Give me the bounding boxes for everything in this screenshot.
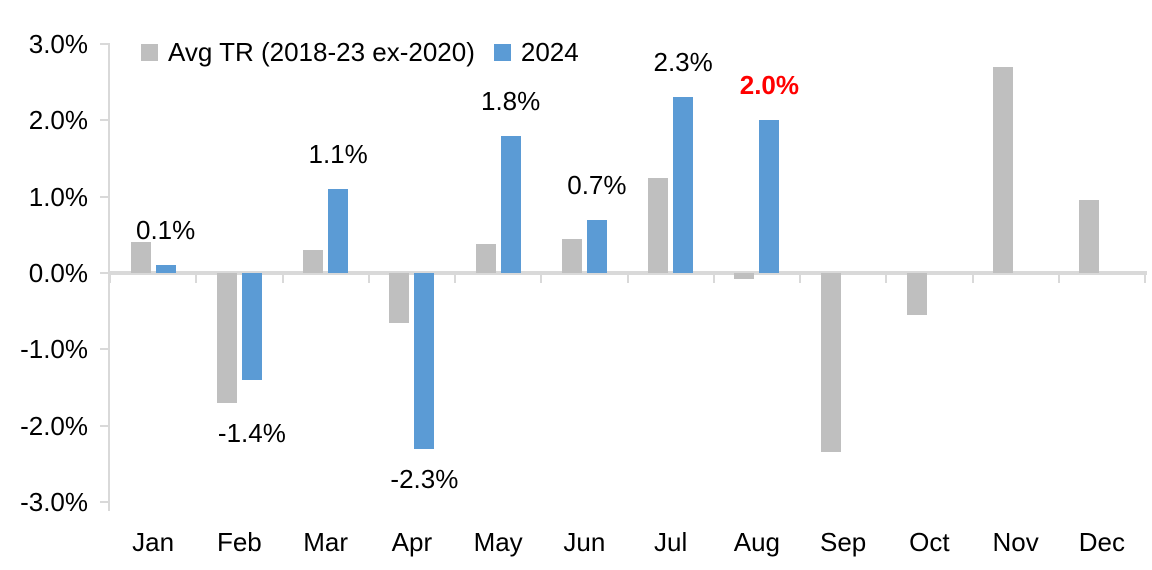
data-label-jun: 0.7% — [567, 169, 627, 200]
data-label-jan: 0.1% — [135, 215, 196, 246]
y-axis-tick — [100, 348, 110, 351]
data-label-apr: -2.3% — [390, 463, 459, 494]
data-label-may: 1.8% — [480, 85, 541, 116]
bar-avg-tr-2018-23-ex-2020-oct — [906, 273, 927, 315]
bar-2024-may — [500, 135, 521, 273]
bar-avg-tr-2018-23-ex-2020-jul — [648, 177, 669, 273]
bar-avg-tr-2018-23-ex-2020-sep — [820, 273, 841, 453]
bar-avg-tr-2018-23-ex-2020-apr — [389, 273, 410, 323]
bar-2024-apr — [414, 273, 435, 449]
bar-avg-tr-2018-23-ex-2020-jan — [130, 242, 151, 273]
x-axis-label-sep: Sep — [819, 527, 867, 557]
bar-2024-jan — [155, 265, 176, 273]
x-axis-label-mar: Mar — [303, 527, 349, 557]
legend-swatch-2024 — [493, 44, 511, 61]
bar-avg-tr-2018-23-ex-2020-mar — [303, 250, 324, 273]
x-axis-tick — [1057, 273, 1060, 283]
bar-avg-tr-2018-23-ex-2020-nov — [993, 66, 1014, 273]
bar-avg-tr-2018-23-ex-2020-may — [475, 243, 496, 273]
bar-2024-feb — [241, 273, 262, 380]
y-axis-tick — [100, 43, 110, 45]
x-axis-tick — [367, 273, 370, 283]
y-axis-tick-label: 2.0% — [28, 105, 88, 136]
x-axis-label-jul: Jul — [654, 527, 688, 557]
x-axis-label-jan: Jan — [132, 527, 175, 557]
bar-2024-jun — [586, 219, 607, 273]
x-axis-tick — [281, 273, 284, 283]
legend-item-avg-tr: Avg TR (2018-23 ex-2020) — [141, 37, 475, 68]
x-axis-tick — [885, 273, 888, 283]
data-label-jul: 2.3% — [653, 47, 713, 78]
y-axis-tick — [100, 195, 110, 198]
x-axis-tick — [799, 273, 801, 283]
y-axis-tick — [100, 119, 110, 122]
x-axis-tick — [1144, 273, 1146, 283]
data-label-aug: 2.0% — [739, 70, 800, 101]
x-axis-label-jun: Jun — [563, 527, 606, 557]
x-axis-tick — [454, 273, 456, 283]
x-axis-tick — [712, 273, 715, 283]
x-axis-label-nov: Nov — [992, 527, 1039, 557]
x-axis-label-may: May — [473, 527, 523, 557]
x-axis-tick — [195, 273, 198, 283]
y-axis-tick — [100, 500, 110, 503]
y-axis-tick — [100, 424, 110, 427]
x-axis-label-oct: Oct — [909, 527, 950, 557]
chart-legend: Avg TR (2018-23 ex-2020) 2024 — [141, 37, 579, 68]
x-axis-label-dec: Dec — [1078, 527, 1125, 557]
data-label-feb: -1.4% — [217, 417, 286, 448]
y-axis-tick-label: 1.0% — [28, 181, 88, 212]
bar-2024-aug — [759, 120, 780, 273]
bar-avg-tr-2018-23-ex-2020-feb — [216, 273, 237, 403]
legend-swatch-avg-tr — [141, 44, 158, 61]
bar-2024-mar — [328, 189, 349, 273]
y-axis-tick-label: 0.0% — [28, 258, 88, 288]
bar-2024-jul — [673, 97, 694, 273]
y-axis-tick-label: 3.0% — [28, 29, 88, 59]
x-axis-tick — [971, 273, 974, 283]
bar-avg-tr-2018-23-ex-2020-jun — [561, 238, 582, 273]
y-axis-tick-label: -1.0% — [20, 334, 88, 365]
y-axis-tick-label: -2.0% — [20, 410, 88, 441]
x-axis-tick — [626, 273, 629, 283]
y-axis-tick-label: -3.0% — [20, 486, 88, 517]
data-label-mar: 1.1% — [308, 139, 368, 170]
x-axis-line — [110, 271, 1147, 275]
bar-avg-tr-2018-23-ex-2020-aug — [734, 273, 755, 280]
x-axis-label-feb: Feb — [216, 527, 262, 557]
legend-label-avg-tr: Avg TR (2018-23 ex-2020) — [168, 37, 475, 67]
x-axis-tick — [540, 273, 543, 283]
y-axis-tick — [100, 272, 110, 274]
legend-label-2024: 2024 — [520, 37, 579, 67]
legend-item-2024: 2024 — [493, 37, 579, 68]
x-axis-tick — [109, 273, 111, 283]
bar-avg-tr-2018-23-ex-2020-dec — [1079, 200, 1100, 273]
x-axis-label-aug: Aug — [733, 527, 781, 557]
x-axis-label-apr: Apr — [391, 527, 433, 557]
